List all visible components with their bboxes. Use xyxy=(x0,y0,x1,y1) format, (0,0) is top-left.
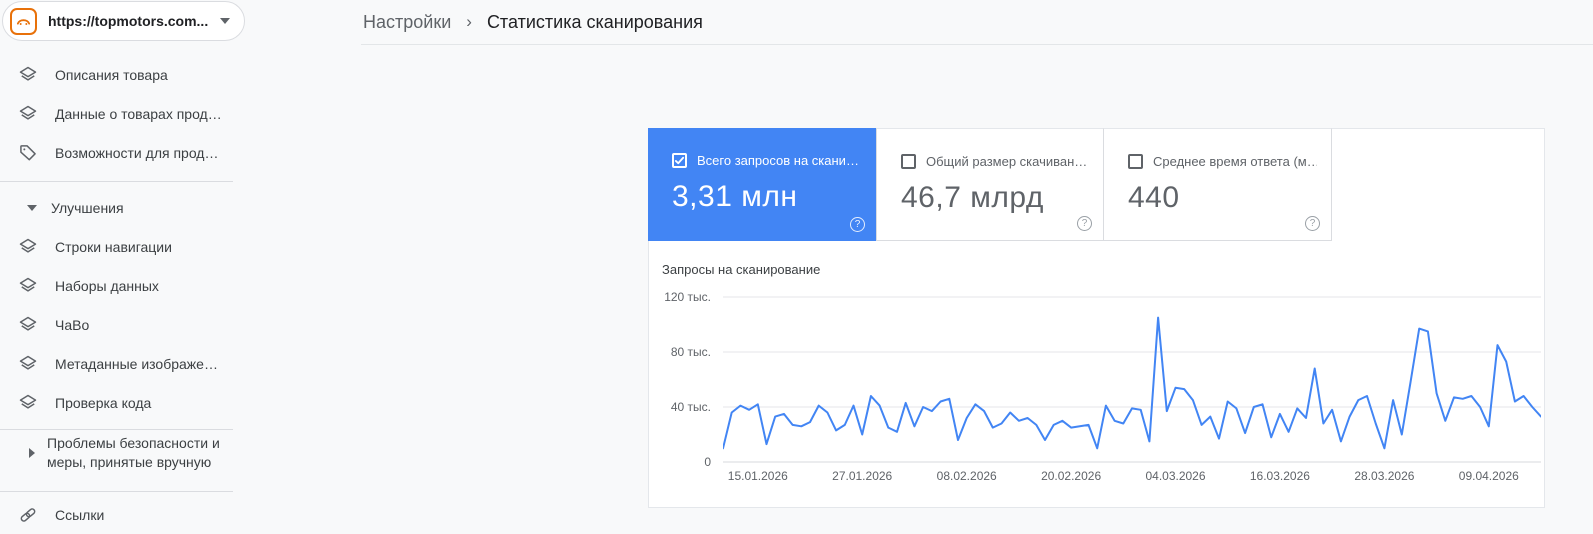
car-icon xyxy=(10,7,37,35)
layers-icon xyxy=(19,66,37,81)
card-average-response-time[interactable]: Среднее время ответа (м… 440 ? xyxy=(1104,128,1332,241)
sidebar-section-improvements[interactable]: Улучшения xyxy=(0,188,236,227)
card-value: 440 xyxy=(1128,181,1180,214)
page-title: Статистика сканирования xyxy=(486,11,703,32)
breadcrumb: Настройки › Статистика сканирования xyxy=(363,8,703,36)
sidebar: https://topmotors.com.... Описания товар… xyxy=(0,0,248,531)
sidebar-item-label: Строки навигации xyxy=(55,238,172,255)
x-axis-label: 27.01.2026 xyxy=(832,469,893,483)
layers-icon xyxy=(19,105,37,120)
sidebar-item-datasets[interactable]: Наборы данных xyxy=(0,266,236,305)
metric-cards: Всего запросов на скани… 3,31 млн ? Общи… xyxy=(648,128,1332,241)
x-axis-label: 15.01.2026 xyxy=(727,469,788,483)
help-icon[interactable]: ? xyxy=(1077,216,1092,231)
y-axis-label: 120 тыс. xyxy=(664,290,711,304)
layers-icon xyxy=(19,238,37,253)
help-icon[interactable]: ? xyxy=(850,217,865,232)
x-axis-label: 16.03.2026 xyxy=(1249,469,1310,483)
layers-icon xyxy=(19,316,37,331)
sidebar-item-label: Проблемы безопасности и меры, принятые в… xyxy=(47,435,220,470)
x-axis-label: 28.03.2026 xyxy=(1354,469,1415,483)
layers-icon xyxy=(19,277,37,292)
dropdown-caret-icon xyxy=(220,18,230,24)
sidebar-item-label: Проверка кода xyxy=(55,394,152,411)
sidebar-divider xyxy=(0,491,233,492)
triangle-right-icon xyxy=(29,448,35,458)
sidebar-item-label: Возможности для прод… xyxy=(55,144,219,161)
x-axis-label: 20.02.2026 xyxy=(1041,469,1102,483)
card-total-crawl-requests[interactable]: Всего запросов на скани… 3,31 млн ? xyxy=(648,128,876,241)
x-axis-labels: 15.01.2026 27.01.2026 08.02.2026 20.02.2026… xyxy=(723,469,1541,485)
card-total-download-size[interactable]: Общий размер скачиван… 46,7 млрд ? xyxy=(876,128,1104,241)
card-value: 46,7 млрд xyxy=(901,181,1044,214)
y-axis-label: 40 тыс. xyxy=(670,400,711,414)
crawl-requests-line xyxy=(722,316,1542,450)
sidebar-item-label: ЧаВо xyxy=(55,316,90,333)
layers-icon xyxy=(19,394,37,409)
breadcrumb-settings-link[interactable]: Настройки xyxy=(363,11,452,32)
y-axis-label: 80 тыс. xyxy=(670,345,711,359)
sidebar-item-code-check[interactable]: Проверка кода xyxy=(0,383,236,422)
chevron-right-icon: › xyxy=(466,12,472,31)
sidebar-item-label: Ссылки xyxy=(55,506,105,523)
sidebar-divider xyxy=(0,429,233,430)
x-axis-label: 04.03.2026 xyxy=(1145,469,1206,483)
header-divider xyxy=(361,44,1593,45)
triangle-down-icon xyxy=(27,204,37,211)
tag-icon xyxy=(20,144,36,160)
crawl-requests-chart xyxy=(722,289,1542,464)
layers-icon xyxy=(19,355,37,370)
sidebar-item-merchant-listings[interactable]: Данные о товарах прод… xyxy=(0,94,236,133)
x-axis-label: 09.04.2026 xyxy=(1458,469,1519,483)
sidebar-section-label: Улучшения xyxy=(51,199,124,216)
card-label: Среднее время ответа (м… xyxy=(1153,154,1317,169)
sidebar-item-links[interactable]: Ссылки xyxy=(0,495,236,534)
sidebar-item-breadcrumbs[interactable]: Строки навигации xyxy=(0,227,236,266)
card-label: Общий размер скачиван… xyxy=(926,154,1088,169)
sidebar-item-label: Наборы данных xyxy=(55,277,159,294)
y-axis-label: 0 xyxy=(704,455,711,469)
y-axis-labels: 0 40 тыс. 80 тыс. 120 тыс. xyxy=(649,289,717,469)
card-value: 3,31 млн xyxy=(672,180,798,213)
x-axis-label: 08.02.2026 xyxy=(936,469,997,483)
sidebar-divider xyxy=(0,181,233,182)
property-selector[interactable]: https://topmotors.com.... xyxy=(2,1,245,41)
card-label: Всего запросов на скани… xyxy=(697,153,859,168)
check-icon xyxy=(674,156,685,165)
link-icon xyxy=(20,507,36,522)
checkbox-unchecked[interactable] xyxy=(901,154,916,169)
sidebar-item-sales-opportunities[interactable]: Возможности для прод… xyxy=(0,133,236,172)
checkbox-checked[interactable] xyxy=(672,153,687,168)
sidebar-item-label: Данные о товарах прод… xyxy=(55,105,222,122)
chart-title: Запросы на сканирование xyxy=(662,262,821,277)
crawl-stats-panel: Всего запросов на скани… 3,31 млн ? Общи… xyxy=(648,128,1545,508)
sidebar-item-security-manual-actions[interactable]: Проблемы безопасности и меры, принятые в… xyxy=(0,434,236,472)
sidebar-item-label: Описания товара xyxy=(55,66,168,83)
sidebar-item-image-metadata[interactable]: Метаданные изображе… xyxy=(0,344,236,383)
sidebar-item-product-snippets[interactable]: Описания товара xyxy=(0,55,236,94)
sidebar-item-faq[interactable]: ЧаВо xyxy=(0,305,236,344)
checkbox-unchecked[interactable] xyxy=(1128,154,1143,169)
property-url: https://topmotors.com.... xyxy=(48,13,209,29)
sidebar-item-label: Метаданные изображе… xyxy=(55,355,218,372)
help-icon[interactable]: ? xyxy=(1305,216,1320,231)
